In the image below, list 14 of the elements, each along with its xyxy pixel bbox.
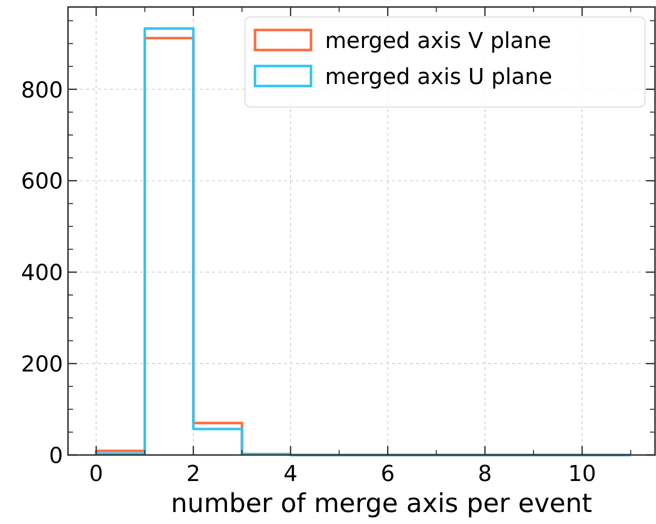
legend-label: merged axis V plane (325, 29, 552, 54)
x-tick-label: 8 (478, 462, 492, 487)
legend-label: merged axis U plane (325, 65, 552, 90)
x-axis-title: number of merge axis per event (170, 489, 592, 519)
x-tick-label: 10 (568, 462, 596, 487)
y-tick-label: 0 (49, 444, 63, 469)
y-tick-label: 800 (21, 78, 63, 104)
y-tick-label: 400 (21, 261, 63, 286)
y-tick-label: 600 (21, 170, 63, 195)
x-tick-label: 6 (380, 462, 395, 487)
x-tick-label: 4 (284, 462, 298, 487)
x-tick-label: 2 (186, 462, 200, 487)
y-tick-label: 200 (21, 352, 63, 378)
x-tick-label: 0 (89, 462, 104, 487)
